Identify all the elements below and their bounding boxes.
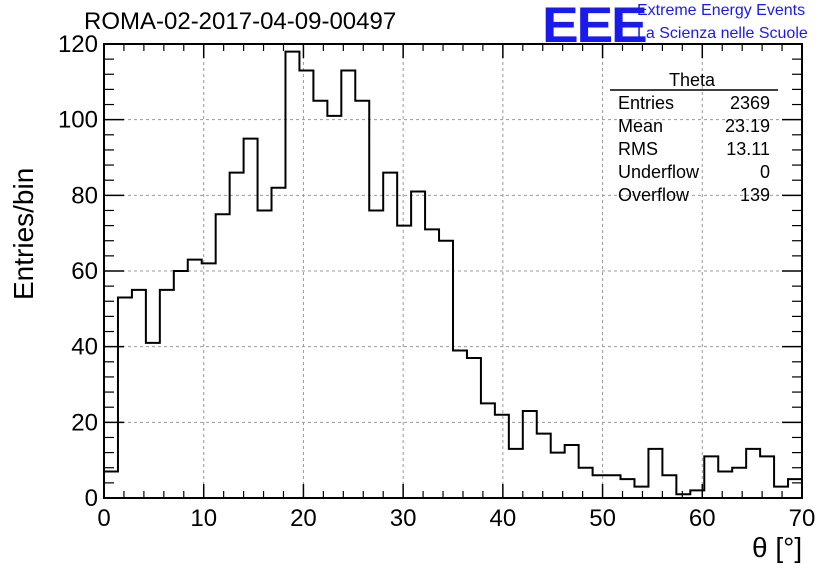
y-tick-label: 100 xyxy=(58,107,98,134)
stats-value: 139 xyxy=(739,185,770,205)
x-tick-label: 10 xyxy=(190,505,217,532)
x-tick-label: 40 xyxy=(490,505,517,532)
axis-tick-labels: 0 10 20 30 40 50 60 70 0 20 40 60 80 100 120 xyxy=(58,31,815,532)
y-tick-label: 40 xyxy=(71,334,98,361)
x-tick-label: 70 xyxy=(789,505,816,532)
x-tick-label: 20 xyxy=(290,505,317,532)
stats-value: 23.19 xyxy=(724,116,770,136)
x-tick-label: 30 xyxy=(390,505,417,532)
x-tick-label: 50 xyxy=(589,505,616,532)
logo-line-2: La Scienza nelle Scuole xyxy=(637,25,808,42)
x-tick-label: 60 xyxy=(689,505,716,532)
stats-key: Overflow xyxy=(618,185,690,205)
y-tick-label: 20 xyxy=(71,409,98,436)
stats-title: Theta xyxy=(668,70,716,90)
stats-key: Mean xyxy=(618,116,664,136)
y-tick-label: 80 xyxy=(71,182,98,209)
y-tick-label: 120 xyxy=(58,31,98,58)
stats-key: RMS xyxy=(618,139,658,159)
x-tick-label: 0 xyxy=(97,505,110,532)
stats-value: 13.11 xyxy=(726,139,770,159)
y-axis-label: Entries/bin xyxy=(8,167,39,300)
stats-key: Entries xyxy=(618,93,675,113)
stats-value: 0 xyxy=(759,162,770,182)
y-tick-label: 0 xyxy=(85,485,98,512)
stats-key: Underflow xyxy=(618,162,700,182)
logo-line-1: Extreme Energy Events xyxy=(637,2,806,19)
stats-value: 2369 xyxy=(729,93,770,113)
run-title: ROMA-02-2017-04-09-00497 xyxy=(84,8,397,35)
x-axis-label: θ [°] xyxy=(752,532,803,563)
histogram-line xyxy=(103,50,802,498)
y-tick-label: 60 xyxy=(71,258,98,285)
eee-logo: EEE xyxy=(542,0,648,53)
axis-ticks xyxy=(103,43,803,499)
